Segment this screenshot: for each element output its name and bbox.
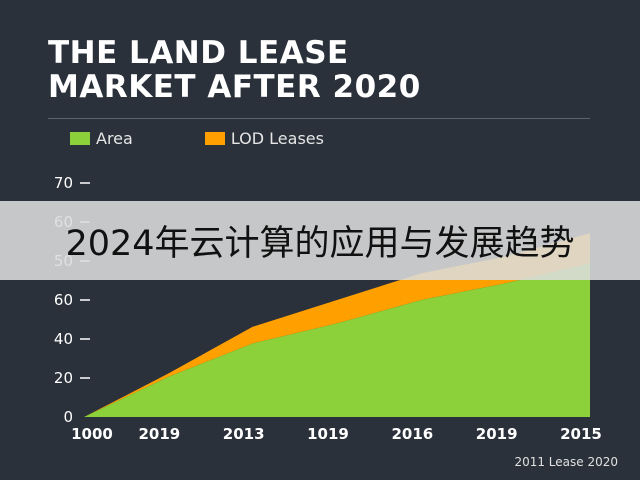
legend-item-lod-leases: LOD Leases — [204, 128, 324, 148]
y-tick-label: 70 — [54, 174, 73, 192]
chart-title-line-2: MARKET AFTER 2020 — [48, 69, 421, 105]
area-series-area — [84, 263, 590, 417]
legend: Area LOD Leases — [70, 127, 396, 149]
overlay-banner-text: 2024年云计算的应用与发展趋势 — [65, 224, 575, 264]
x-tick-label: 2016 — [391, 425, 433, 443]
legend-swatch-lod-leases — [204, 131, 225, 145]
y-tick-label: 0 — [63, 408, 73, 426]
y-tick-label: 60 — [54, 291, 73, 309]
y-tick-label: 20 — [54, 369, 73, 387]
legend-label-area: Area — [96, 128, 133, 148]
chart-title: THE LAND LEASE MARKET AFTER 2020 — [48, 36, 608, 104]
legend-swatch-area — [70, 131, 90, 145]
x-tick-label: 2013 — [223, 425, 265, 443]
title-divider — [48, 118, 590, 119]
legend-item-area: Area — [70, 129, 133, 148]
x-tick-label: 1000 — [71, 425, 113, 443]
y-tick-label: 40 — [54, 330, 73, 348]
legend-label-lod-leases: LOD Leases — [230, 128, 324, 148]
x-tick-label: 2019 — [138, 425, 180, 443]
overlay-banner: 2024年云计算的应用与发展趋势 — [0, 201, 640, 280]
x-tick-label: 2015 — [560, 425, 602, 443]
chart-title-line-1: THE LAND LEASE — [48, 35, 349, 71]
x-tick-label: 2019 — [476, 425, 518, 443]
x-tick-label: 1019 — [307, 425, 349, 443]
footer-caption: 2011 Lease 2020 — [514, 455, 618, 469]
